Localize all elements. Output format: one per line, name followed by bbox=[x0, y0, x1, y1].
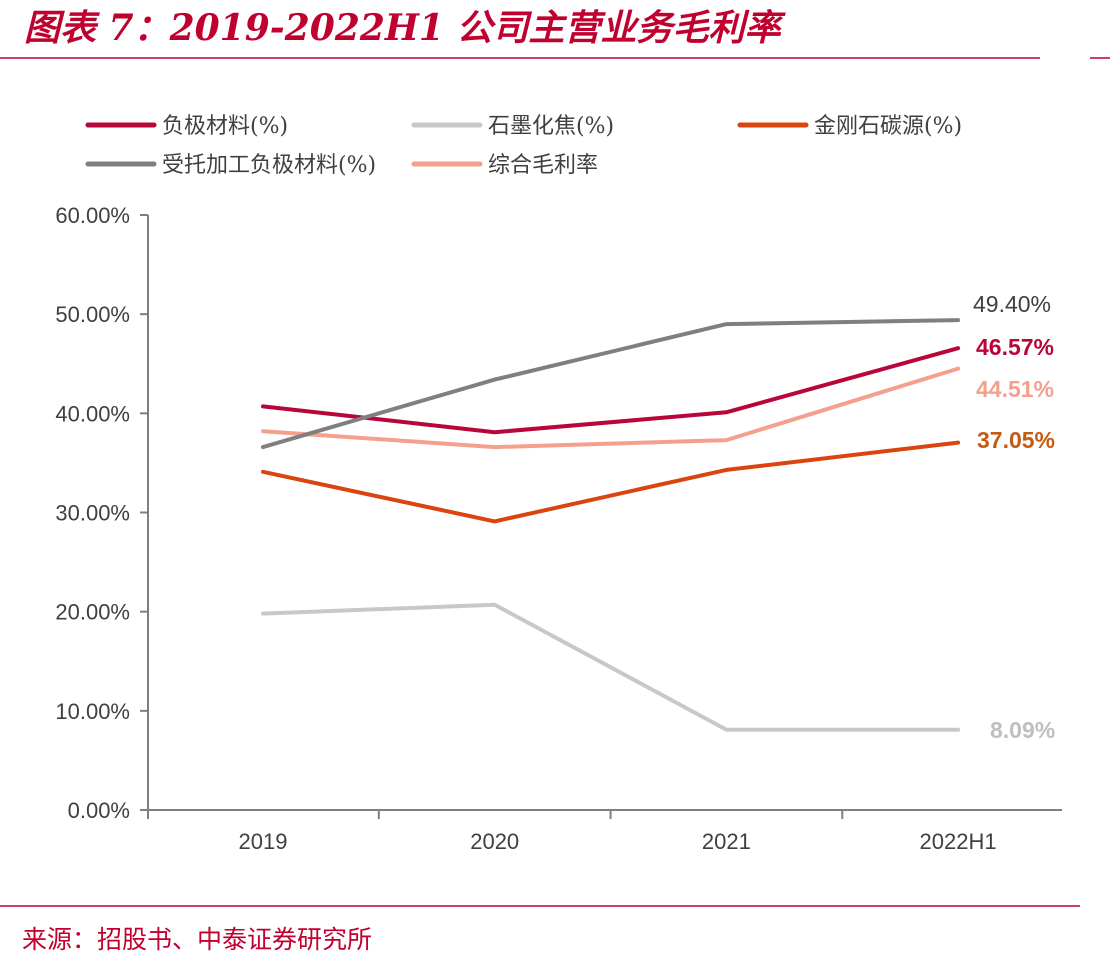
axes: 0.00% 10.00% 20.00% 30.00% 40.00% 50.00% 60.00… bbox=[55, 203, 1062, 854]
legend-item-3: 受托加工负极材料(%) bbox=[85, 153, 376, 178]
legend-label: 金刚石碳源(%) bbox=[814, 114, 962, 139]
legend-label: 负极材料(%) bbox=[162, 114, 288, 139]
series-line-0 bbox=[261, 346, 961, 435]
legend-item-1: 石墨化焦(%) bbox=[411, 114, 614, 139]
legend-label: 综合毛利率 bbox=[488, 153, 598, 178]
legend: 负极材料(%) 石墨化焦(%) 金刚石碳源(%) 受托加工负极材料(%) 综合毛利率 bbox=[85, 114, 962, 178]
series-layer bbox=[261, 318, 961, 732]
series-line-4 bbox=[261, 366, 961, 450]
x-tick-label: 2019 bbox=[239, 829, 288, 854]
y-tick-label: 60.00% bbox=[55, 203, 130, 228]
y-tick-label: 30.00% bbox=[55, 501, 130, 526]
end-label-0: 46.57% bbox=[976, 334, 1054, 360]
series-line-3 bbox=[261, 318, 961, 450]
source-note: 来源：招股书、中泰证券研究所 bbox=[22, 925, 373, 954]
series-line-2 bbox=[261, 440, 961, 524]
end-labels: 46.57% 8.09% 37.05% 49.40% 44.51% bbox=[973, 291, 1055, 743]
end-label-1: 8.09% bbox=[990, 717, 1055, 743]
legend-label: 受托加工负极材料(%) bbox=[162, 153, 376, 178]
end-label-4: 44.51% bbox=[976, 376, 1054, 402]
series-line-1 bbox=[261, 602, 961, 732]
legend-item-4: 综合毛利率 bbox=[411, 153, 598, 178]
legend-label: 石墨化焦(%) bbox=[488, 114, 614, 139]
y-tick-label: 20.00% bbox=[55, 600, 130, 625]
y-tick-label: 50.00% bbox=[55, 302, 130, 327]
legend-item-0: 负极材料(%) bbox=[85, 114, 288, 139]
x-tick-label: 2021 bbox=[702, 829, 751, 854]
end-label-3: 49.40% bbox=[973, 291, 1051, 317]
y-tick-label: 0.00% bbox=[68, 798, 130, 823]
x-tick-label: 2020 bbox=[470, 829, 519, 854]
y-tick-label: 40.00% bbox=[55, 401, 130, 426]
y-tick-label: 10.00% bbox=[55, 699, 130, 724]
x-tick-label: 2022H1 bbox=[920, 829, 997, 854]
figure-title: 图表 7：2019-2022H1 公司主营业务毛利率 bbox=[24, 7, 781, 49]
end-label-2: 37.05% bbox=[977, 427, 1055, 453]
legend-item-2: 金刚石碳源(%) bbox=[737, 114, 962, 139]
